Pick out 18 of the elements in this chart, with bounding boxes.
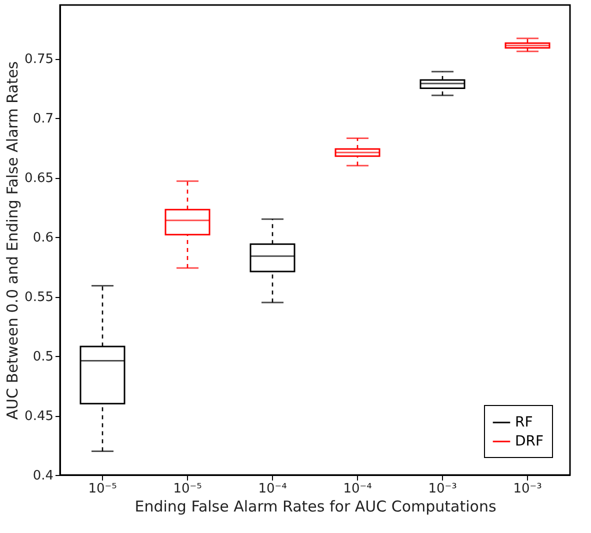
- y-tick-label: 0.65: [24, 171, 54, 186]
- y-tick-label: 0.45: [24, 409, 54, 424]
- y-tick-label: 0.7: [32, 112, 54, 127]
- y-tick-label: 0.4: [32, 468, 54, 484]
- y-tick-label: 0.55: [24, 290, 54, 306]
- y-axis-title: AUC Between 0.0 and Ending False Alarm Rates: [4, 61, 22, 420]
- y-tick-label: 0.5: [32, 350, 54, 365]
- x-tick-label: 10⁻³: [513, 482, 542, 496]
- legend-label: RF: [515, 414, 533, 430]
- x-tick-label: 10⁻⁴: [343, 482, 372, 496]
- legend-label: DRF: [515, 434, 544, 450]
- y-tick-label: 0.75: [24, 52, 54, 68]
- x-axis-title: Ending False Alarm Rates for AUC Computations: [134, 498, 496, 516]
- x-tick-label: 10⁻³: [428, 482, 457, 496]
- x-tick-label: 10⁻⁵: [173, 482, 202, 496]
- x-tick-label: 10⁻⁵: [88, 482, 117, 496]
- y-tick-label: 0.6: [32, 230, 54, 246]
- x-tick-label: 10⁻⁴: [258, 482, 287, 496]
